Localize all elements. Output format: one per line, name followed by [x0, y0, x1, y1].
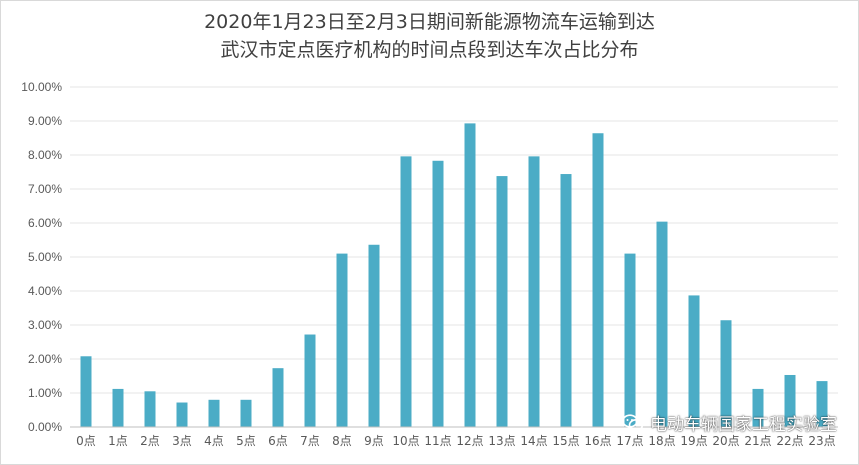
x-tick-label: 20点 [712, 434, 739, 448]
bar [816, 381, 828, 427]
bar [176, 402, 188, 427]
y-tick-label: 8.00% [28, 148, 62, 162]
chart-title: 2020年1月23日至2月3日期间新能源物流车运输到达 武汉市定点医疗机构的时间… [0, 8, 859, 64]
x-tick-label: 13点 [488, 434, 515, 448]
x-tick-label: 1点 [108, 434, 128, 448]
y-tick-label: 4.00% [28, 284, 62, 298]
bar [432, 160, 444, 427]
watermark: 电动车辆国家工程实验室 [622, 410, 837, 435]
y-tick-label: 2.00% [28, 352, 62, 366]
chart-title-line-2: 武汉市定点医疗机构的时间点段到达车次占比分布 [220, 39, 639, 61]
bar [112, 388, 124, 427]
x-tick-label: 2点 [140, 434, 160, 448]
wechat-icon [622, 413, 644, 431]
bar [560, 174, 572, 427]
y-tick-label: 3.00% [28, 318, 62, 332]
x-tick-label: 4点 [204, 434, 224, 448]
x-tick-label: 23点 [808, 434, 835, 448]
bar [336, 253, 348, 427]
x-tick-label: 19点 [680, 434, 707, 448]
x-tick-label: 14点 [520, 434, 547, 448]
x-tick-label: 11点 [424, 434, 451, 448]
bar [304, 334, 316, 427]
x-tick-label: 17点 [616, 434, 643, 448]
y-tick-label: 5.00% [28, 250, 62, 264]
x-tick-label: 0点 [76, 434, 96, 448]
x-tick-label: 21点 [744, 434, 771, 448]
y-tick-label: 7.00% [28, 182, 62, 196]
bar [592, 133, 604, 428]
bar [368, 244, 380, 427]
bar [528, 156, 540, 428]
bar [272, 368, 284, 427]
chart-title-line-1: 2020年1月23日至2月3日期间新能源物流车运输到达 [204, 11, 655, 33]
watermark-text: 电动车辆国家工程实验室 [650, 415, 837, 435]
y-tick-label: 6.00% [28, 216, 62, 230]
x-tick-label: 15点 [552, 434, 579, 448]
x-tick-label: 16点 [584, 434, 611, 448]
bar [464, 123, 476, 427]
x-tick-label: 6点 [268, 434, 288, 448]
x-tick-label: 5点 [236, 434, 256, 448]
y-tick-label: 9.00% [28, 114, 62, 128]
bar [144, 391, 156, 427]
x-tick-label: 8点 [332, 434, 352, 448]
y-tick-label: 1.00% [28, 386, 62, 400]
x-tick-label: 18点 [648, 434, 675, 448]
bar [656, 221, 668, 427]
bar [400, 156, 412, 428]
bar [688, 295, 700, 427]
x-tick-label: 10点 [392, 434, 419, 448]
y-tick-label: 10.00% [21, 80, 62, 94]
bar [80, 356, 92, 427]
bar [496, 176, 508, 427]
x-tick-label: 7点 [300, 434, 320, 448]
bar [784, 374, 796, 427]
x-tick-label: 3点 [172, 434, 192, 448]
bar [624, 253, 636, 427]
bar [752, 388, 764, 427]
y-tick-label: 0.00% [28, 420, 62, 434]
x-tick-label: 22点 [776, 434, 803, 448]
bar [720, 320, 732, 427]
x-tick-label: 12点 [456, 434, 483, 448]
x-tick-label: 9点 [364, 434, 384, 448]
bar [208, 399, 220, 427]
bar [240, 399, 252, 427]
